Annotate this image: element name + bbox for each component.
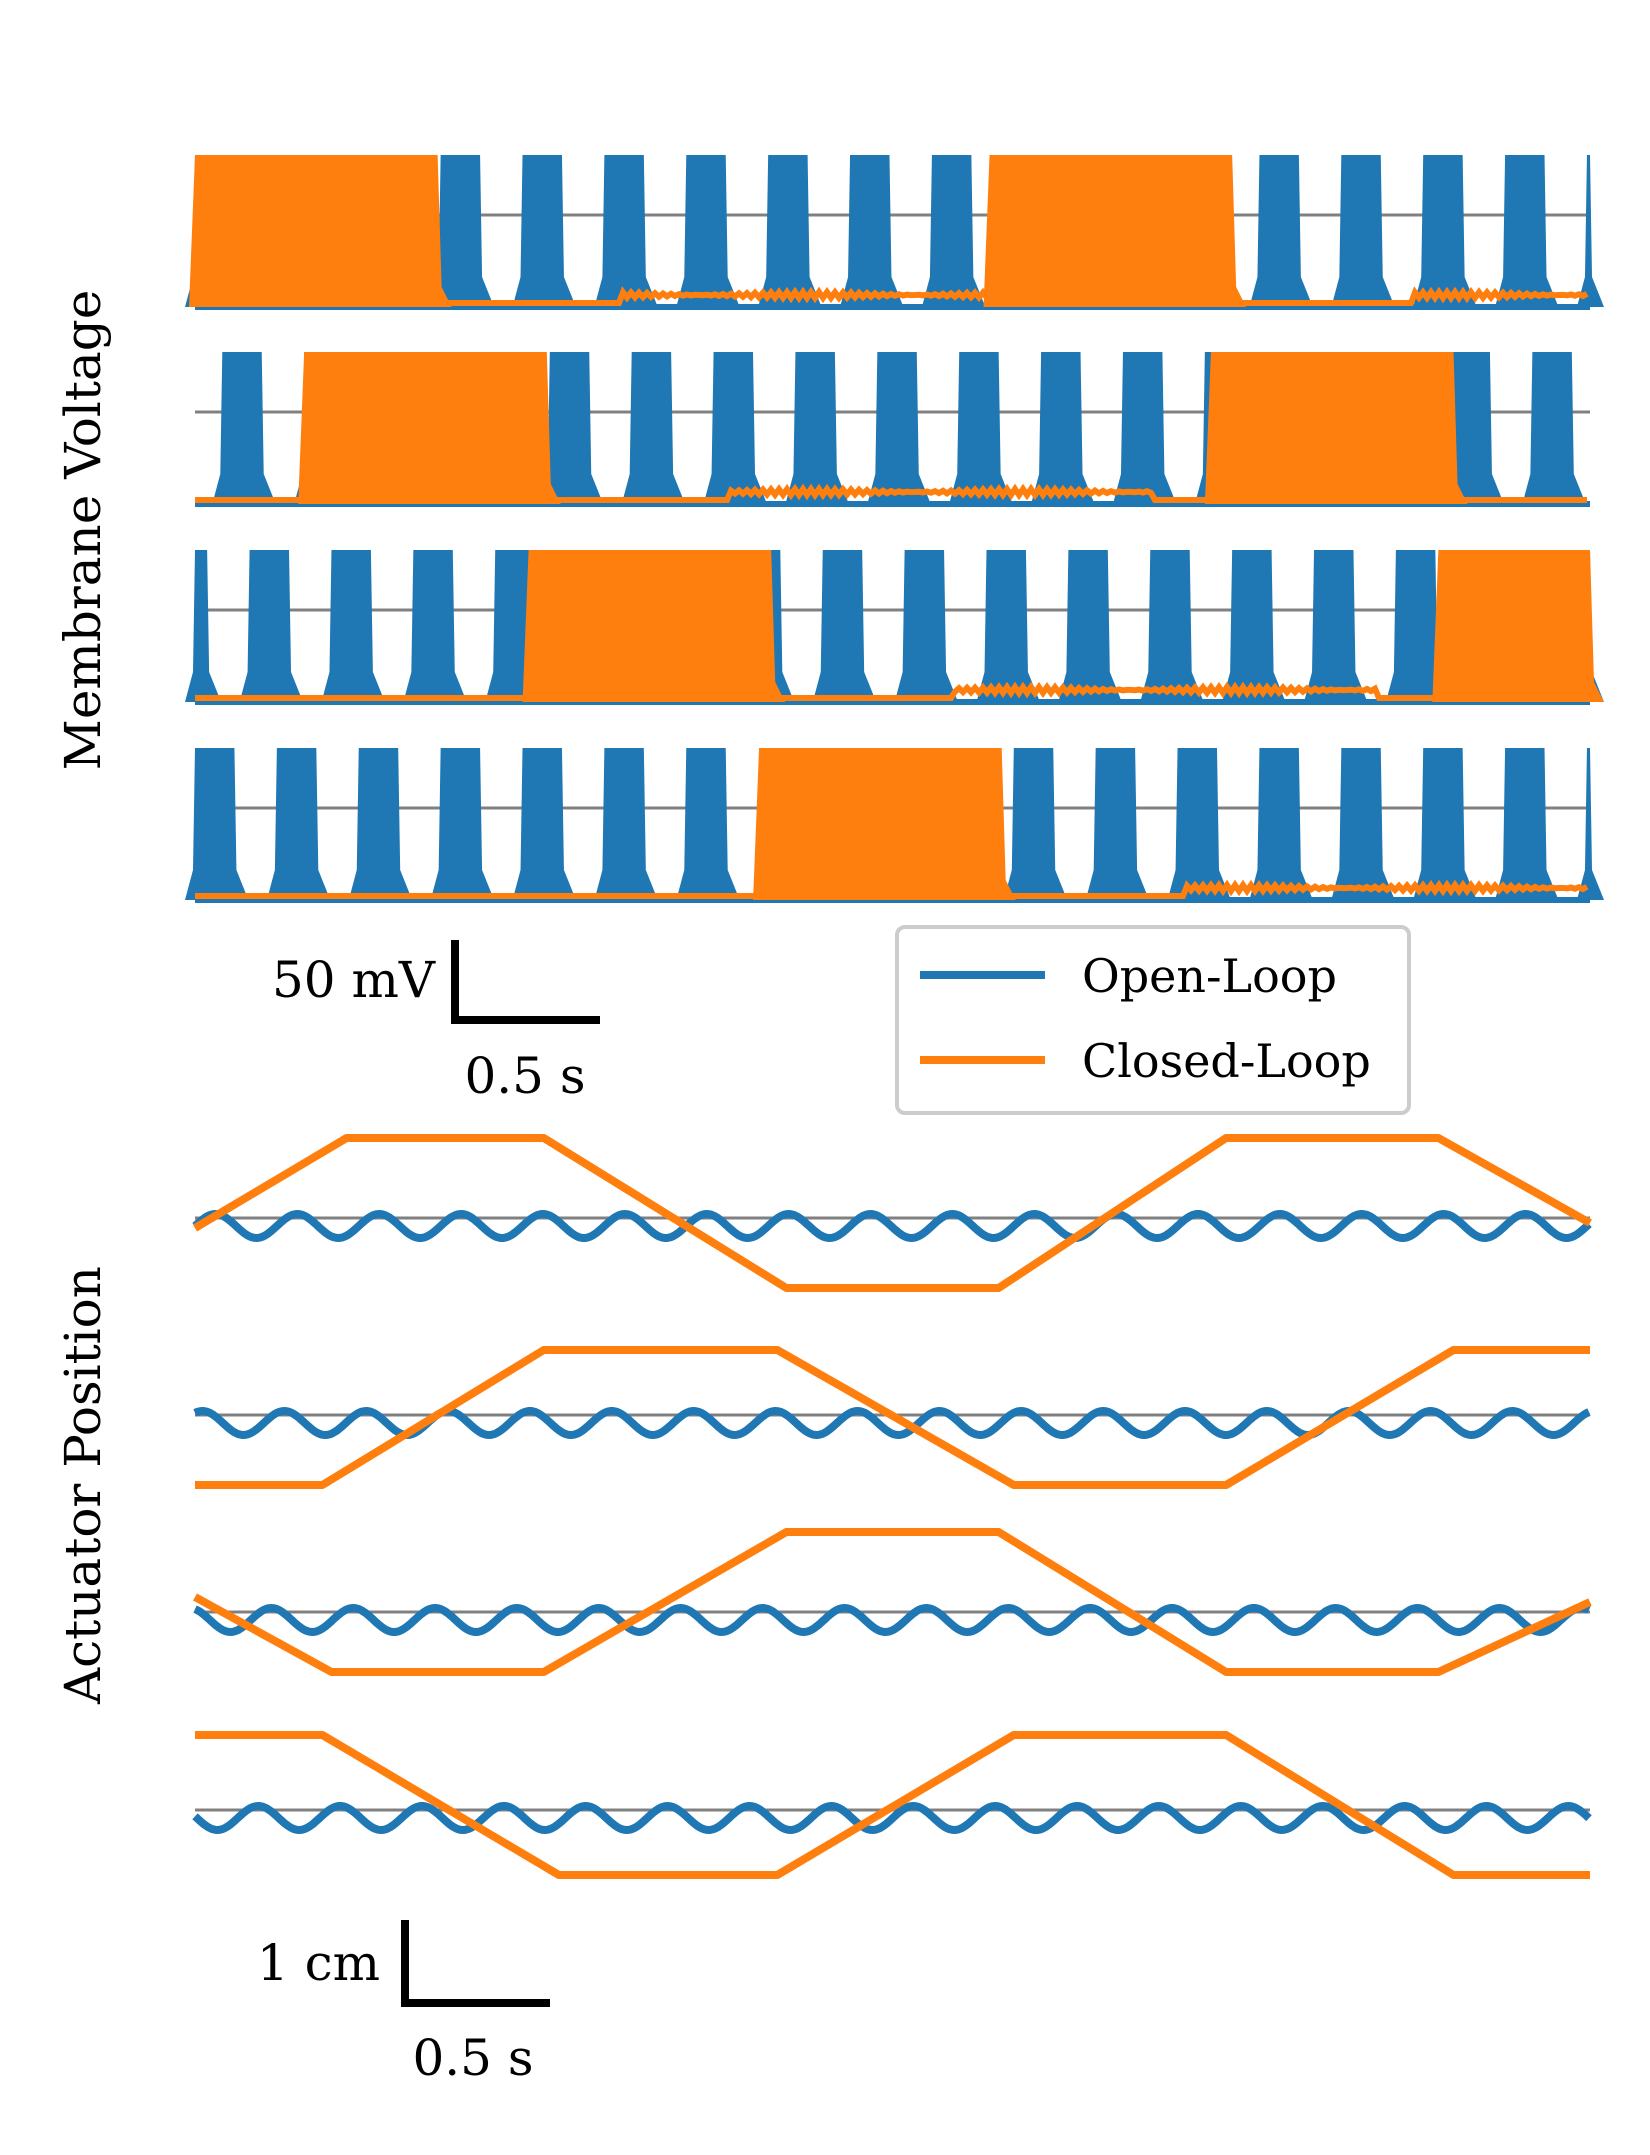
legend-open-loop-label: Open-Loop [1082,949,1337,1003]
open-loop-burst [812,550,877,702]
open-loop-burst [1576,748,1604,900]
open-loop-burst [1222,550,1286,702]
open-loop-burst [348,748,413,900]
position-scalebar: 1 cm 0.5 s [257,1920,550,2087]
closed-loop-burst [522,550,786,702]
open-loop-burst [1085,748,1150,900]
open-loop-burst [840,155,904,307]
closed-loop-position [195,1346,1590,1489]
open-loop-burst [949,352,1013,504]
open-loop-burst [1249,155,1313,307]
open-loop-burst [239,550,304,702]
open-loop-burst [1385,550,1450,702]
position-scalebar-vertical-label: 1 cm [257,1934,380,1992]
open-loop-burst [1031,352,1095,504]
voltage-scalebar: 50 mV 0.5 s [272,940,600,1105]
open-loop-burst [512,748,576,900]
closed-loop-burst [983,155,1247,307]
position-scalebar-horizontal-label: 0.5 s [412,2029,533,2087]
actuator-position-panel [192,1134,1592,1879]
open-loop-burst [785,352,849,504]
open-loop-burst [512,155,576,307]
open-loop-burst [430,748,495,900]
closed-loop-burst [298,352,561,504]
open-loop-burst [1495,155,1559,307]
open-loop-burst [1495,748,1559,900]
position-row-3 [193,1528,1592,1676]
voltage-row-3 [185,550,1604,705]
voltage-scalebar-vertical-label: 50 mV [272,951,436,1009]
open-loop-burst [185,748,249,900]
open-loop-burst [266,748,331,900]
open-loop-burst [403,550,467,702]
open-loop-burst [185,550,222,702]
open-loop-burst [976,550,1040,702]
open-loop-burst [621,352,686,504]
closed-loop-burst [1432,550,1604,702]
open-loop-burst [594,748,658,900]
open-loop-burst [676,748,740,900]
open-loop-position [192,1802,1592,1834]
open-loop-burst [1304,550,1368,702]
position-ylabel: Actuator Position [54,1266,112,1705]
voltage-ylabel: Membrane Voltage [54,290,112,771]
closed-loop-burst [189,155,452,307]
position-row-1 [192,1134,1592,1292]
membrane-voltage-panel [185,155,1604,903]
open-loop-burst [1003,748,1068,900]
voltage-row-2 [195,352,1590,507]
open-loop-burst [867,352,931,504]
open-loop-burst [1331,155,1395,307]
open-loop-burst [321,550,385,702]
voltage-row-1 [185,155,1604,310]
open-loop-burst [1413,155,1477,307]
open-loop-burst [1112,352,1177,504]
closed-loop-burst [753,748,1016,900]
open-loop-burst [1331,748,1395,900]
legend: Open-Loop Closed-Loop [895,925,1411,1115]
open-loop-burst [758,155,822,307]
open-loop-burst [921,155,986,307]
position-row-4 [192,1731,1592,1879]
open-loop-burst [703,352,767,504]
closed-loop-burst [1204,352,1468,504]
open-loop-burst [1058,550,1122,702]
position-row-2 [193,1346,1591,1489]
closed-loop-baseline [195,681,1587,701]
voltage-scalebar-horizontal-label: 0.5 s [464,1047,585,1105]
legend-closed-loop-label: Closed-Loop [1082,1034,1371,1088]
open-loop-burst [1576,155,1604,307]
open-loop-burst [1140,550,1204,702]
voltage-row-4 [185,748,1604,903]
open-loop-burst [1522,352,1586,504]
open-loop-burst [1167,748,1231,900]
open-loop-burst [212,352,276,504]
open-loop-burst [894,550,959,702]
open-loop-burst [539,352,604,504]
closed-loop-position [193,1528,1592,1676]
open-loop-burst [430,155,495,307]
closed-loop-position [195,1731,1590,1879]
open-loop-burst [1249,748,1313,900]
open-loop-position [192,1210,1592,1242]
open-loop-burst [676,155,740,307]
closed-loop-position [192,1134,1592,1292]
open-loop-burst [1413,748,1477,900]
open-loop-position [193,1604,1591,1636]
open-loop-burst [594,155,658,307]
